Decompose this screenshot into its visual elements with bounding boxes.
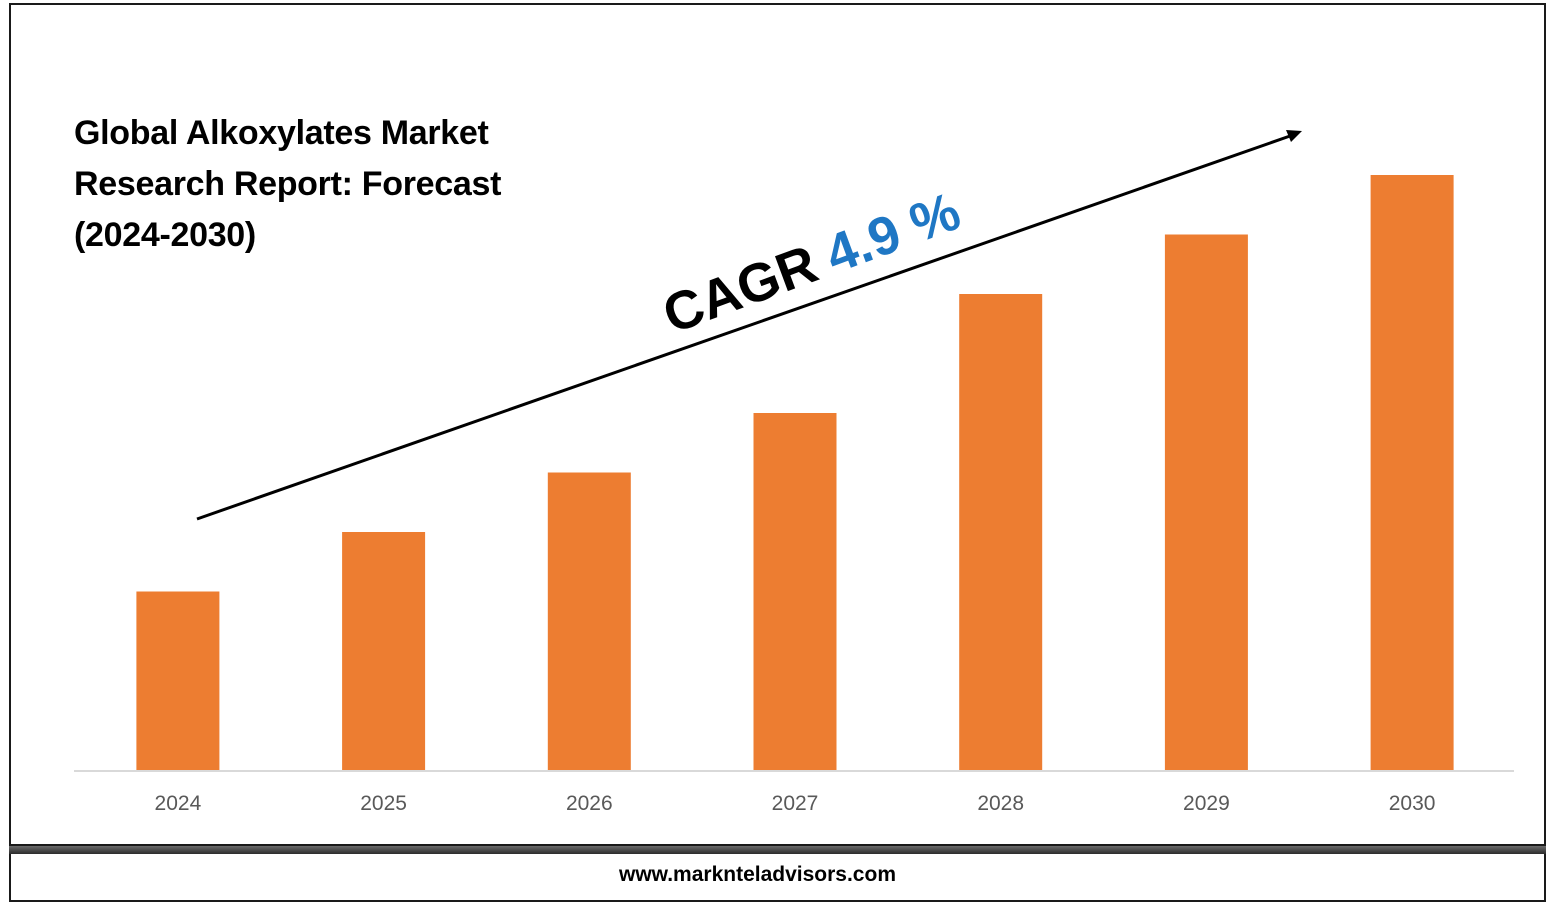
x-tick-label-2030: 2030 bbox=[1389, 792, 1436, 815]
bar-2025 bbox=[342, 532, 426, 770]
chart-title-line-3: (2024-2030) bbox=[74, 216, 256, 254]
footer: www.marknteladvisors.com bbox=[9, 854, 1546, 902]
x-tick-label-2029: 2029 bbox=[1183, 792, 1230, 815]
x-tick-label-2025: 2025 bbox=[360, 792, 407, 815]
bar-2026 bbox=[547, 472, 631, 770]
bar-2028 bbox=[959, 294, 1043, 770]
bar-2024 bbox=[136, 591, 220, 770]
chart-title-line-2: Research Report: Forecast bbox=[74, 165, 502, 203]
x-tick-label-2028: 2028 bbox=[977, 792, 1024, 815]
x-tick-label-2026: 2026 bbox=[566, 792, 613, 815]
bar-2030 bbox=[1370, 175, 1454, 770]
bar-series bbox=[136, 175, 1454, 770]
chart-title-line-1: Global Alkoxylates Market bbox=[74, 114, 489, 152]
frame-shadow-divider bbox=[9, 846, 1546, 854]
x-tick-label-2027: 2027 bbox=[772, 792, 819, 815]
x-tick-label-2024: 2024 bbox=[155, 792, 202, 815]
chart-title: Global Alkoxylates Market Research Repor… bbox=[74, 108, 594, 261]
bar-2029 bbox=[1164, 234, 1248, 770]
trend-arrow bbox=[196, 130, 1302, 521]
footer-website-link[interactable]: www.marknteladvisors.com bbox=[619, 863, 896, 886]
bar-2027 bbox=[753, 413, 837, 770]
x-axis-tick-labels: 2024 2025 2026 2027 2028 2029 2030 bbox=[155, 792, 1436, 815]
